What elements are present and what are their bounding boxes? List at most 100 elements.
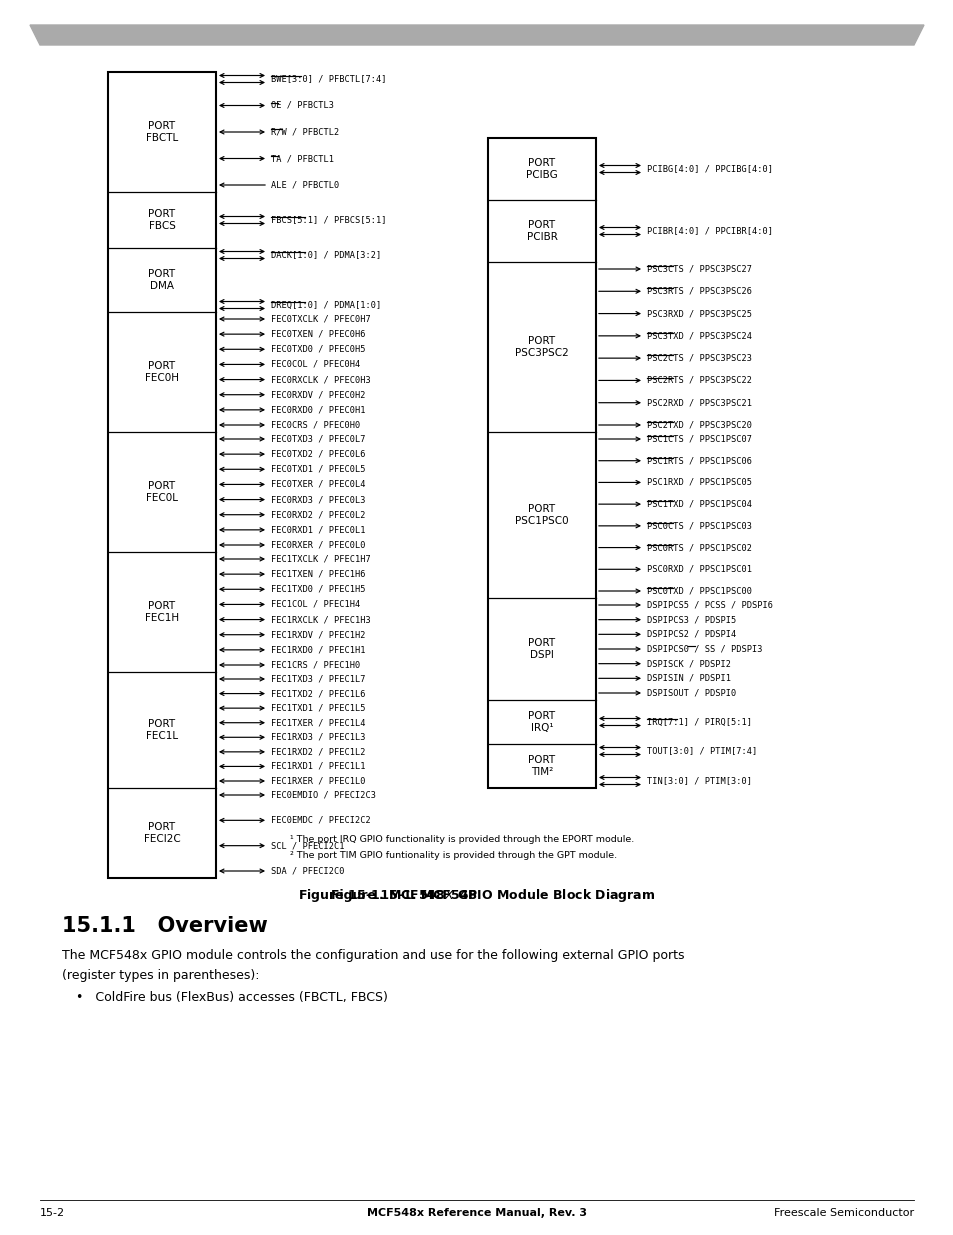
- Text: FEC0EMDIO / PFECI2C3: FEC0EMDIO / PFECI2C3: [271, 790, 375, 799]
- Text: PSC3TXD / PPSC3PSC24: PSC3TXD / PPSC3PSC24: [646, 331, 751, 341]
- Text: PSC3RXD / PPSC3PSC25: PSC3RXD / PPSC3PSC25: [646, 309, 751, 319]
- Text: Figure 15-1. MCF548$\it{X}$ GPIO Module Block Diagram: Figure 15-1. MCF548$\it{X}$ GPIO Module …: [298, 888, 655, 904]
- Text: FEC0RXD3 / PFEC0L3: FEC0RXD3 / PFEC0L3: [271, 495, 365, 504]
- Text: DSPIPCS5 / PCSS / PDSPI6: DSPIPCS5 / PCSS / PDSPI6: [646, 600, 772, 610]
- Text: FEC0RXER / PFEC0L0: FEC0RXER / PFEC0L0: [271, 541, 365, 550]
- Text: DSPIPCS2 / PDSPI4: DSPIPCS2 / PDSPI4: [646, 630, 736, 638]
- Text: DSPIPCS3 / PDSPI5: DSPIPCS3 / PDSPI5: [646, 615, 736, 624]
- Text: FEC0TXER / PFEC0L4: FEC0TXER / PFEC0L4: [271, 480, 365, 489]
- Text: FEC0TXD3 / PFEC0L7: FEC0TXD3 / PFEC0L7: [271, 435, 365, 443]
- Text: FEC0TXD0 / PFEC0H5: FEC0TXD0 / PFEC0H5: [271, 345, 365, 353]
- Text: PORT
DSPI: PORT DSPI: [528, 638, 555, 659]
- Text: TOUT[3:0] / PTIM[7:4]: TOUT[3:0] / PTIM[7:4]: [646, 746, 757, 756]
- Text: BWE[3:0] / PFBCTL[7:4]: BWE[3:0] / PFBCTL[7:4]: [271, 74, 386, 84]
- Bar: [488, 138, 596, 788]
- Text: PSC3RTS / PPSC3PSC26: PSC3RTS / PPSC3PSC26: [646, 287, 751, 296]
- Text: FEC0RXD0 / PFEC0H1: FEC0RXD0 / PFEC0H1: [271, 405, 365, 415]
- Text: PSC3CTS / PPSC3PSC27: PSC3CTS / PPSC3PSC27: [646, 264, 751, 273]
- Text: FEC0EMDC / PFECI2C2: FEC0EMDC / PFECI2C2: [271, 816, 371, 825]
- Text: PSC0RTS / PPSC1PSC02: PSC0RTS / PPSC1PSC02: [646, 543, 751, 552]
- Text: PSC2RXD / PPSC3PSC21: PSC2RXD / PPSC3PSC21: [646, 398, 751, 408]
- Text: SCL / PFECI2C1: SCL / PFECI2C1: [271, 841, 344, 850]
- Text: Freescale Semiconductor: Freescale Semiconductor: [773, 1208, 913, 1218]
- Text: TA / PFBCTL1: TA / PFBCTL1: [271, 154, 334, 163]
- Text: PSC0RXD / PPSC1PSC01: PSC0RXD / PPSC1PSC01: [646, 564, 751, 574]
- Text: DSPIPCS0 / SS / PDSPI3: DSPIPCS0 / SS / PDSPI3: [646, 645, 761, 653]
- Text: PSC2CTS / PPSC3PSC23: PSC2CTS / PPSC3PSC23: [646, 353, 751, 363]
- Text: 15.1.1   Overview: 15.1.1 Overview: [62, 916, 268, 936]
- Text: PORT
PCIBG: PORT PCIBG: [525, 158, 558, 180]
- Text: IRQ[7:1] / PIRQ[5:1]: IRQ[7:1] / PIRQ[5:1]: [646, 718, 751, 726]
- Text: FEC0RXDV / PFEC0H2: FEC0RXDV / PFEC0H2: [271, 390, 365, 399]
- Text: PSC0CTS / PPSC1PSC03: PSC0CTS / PPSC1PSC03: [646, 521, 751, 530]
- Text: The MCF548x GPIO module controls the configuration and use for the following ext: The MCF548x GPIO module controls the con…: [62, 950, 684, 962]
- Text: FEC0RXD2 / PFEC0L2: FEC0RXD2 / PFEC0L2: [271, 510, 365, 519]
- Text: PORT
PSC3PSC2: PORT PSC3PSC2: [515, 336, 568, 358]
- Text: FEC1RXER / PFEC1L0: FEC1RXER / PFEC1L0: [271, 777, 365, 785]
- Text: OE / PFBCTL3: OE / PFBCTL3: [271, 101, 334, 110]
- Text: PSC1TXD / PPSC1PSC04: PSC1TXD / PPSC1PSC04: [646, 500, 751, 509]
- Text: PSC1RTS / PPSC1PSC06: PSC1RTS / PPSC1PSC06: [646, 456, 751, 466]
- Polygon shape: [30, 25, 923, 44]
- Text: PORT
FEC0L: PORT FEC0L: [146, 482, 178, 503]
- Text: FEC1COL / PFEC1H4: FEC1COL / PFEC1H4: [271, 600, 360, 609]
- Text: PSC0TXD / PPSC1PSC00: PSC0TXD / PPSC1PSC00: [646, 587, 751, 595]
- Text: DSPISCK / PDSPI2: DSPISCK / PDSPI2: [646, 659, 730, 668]
- Text: FEC1TXD1 / PFEC1L5: FEC1TXD1 / PFEC1L5: [271, 704, 365, 713]
- Text: FEC1RXD2 / PFEC1L2: FEC1RXD2 / PFEC1L2: [271, 747, 365, 756]
- Text: FEC1TXD0 / PFEC1H5: FEC1TXD0 / PFEC1H5: [271, 585, 365, 594]
- Text: DREQ[1:0] / PDMA[1:0]: DREQ[1:0] / PDMA[1:0]: [271, 300, 381, 310]
- Text: PSC2RTS / PPSC3PSC22: PSC2RTS / PPSC3PSC22: [646, 375, 751, 385]
- Text: FEC1TXCLK / PFEC1H7: FEC1TXCLK / PFEC1H7: [271, 555, 371, 563]
- Bar: [108, 72, 215, 878]
- Text: FEC0TXEN / PFEC0H6: FEC0TXEN / PFEC0H6: [271, 330, 365, 338]
- Text: PORT
DMA: PORT DMA: [149, 269, 175, 290]
- Text: ² The port TIM GPIO funtionality is provided through the GPT module.: ² The port TIM GPIO funtionality is prov…: [290, 851, 617, 861]
- Text: FEC1CRS / PFEC1H0: FEC1CRS / PFEC1H0: [271, 661, 360, 669]
- Text: FEC0CRS / PFEC0H0: FEC0CRS / PFEC0H0: [271, 420, 360, 430]
- Text: PORT
TIM²: PORT TIM²: [528, 755, 555, 777]
- Text: FEC1TXEN / PFEC1H6: FEC1TXEN / PFEC1H6: [271, 569, 365, 579]
- Text: FEC1RXCLK / PFEC1H3: FEC1RXCLK / PFEC1H3: [271, 615, 371, 624]
- Text: PORT
FEC1L: PORT FEC1L: [146, 719, 178, 741]
- Text: FEC1TXD3 / PFEC1L7: FEC1TXD3 / PFEC1L7: [271, 674, 365, 683]
- Text: PORT
PSC1PSC0: PORT PSC1PSC0: [515, 504, 568, 526]
- Text: FEC1RXDV / PFEC1H2: FEC1RXDV / PFEC1H2: [271, 630, 365, 640]
- Text: ALE / PFBCTL0: ALE / PFBCTL0: [271, 180, 339, 189]
- Text: FEC1TXER / PFEC1L4: FEC1TXER / PFEC1L4: [271, 719, 365, 727]
- Text: PCIBG[4:0] / PPCIBG[4:0]: PCIBG[4:0] / PPCIBG[4:0]: [646, 164, 772, 173]
- Text: PSC2TXD / PPSC3PSC20: PSC2TXD / PPSC3PSC20: [646, 420, 751, 430]
- Text: PORT
IRQ¹: PORT IRQ¹: [528, 711, 555, 732]
- Text: FEC1RXD3 / PFEC1L3: FEC1RXD3 / PFEC1L3: [271, 732, 365, 742]
- Text: SDA / PFECI2C0: SDA / PFECI2C0: [271, 867, 344, 876]
- Text: PORT
FECI2C: PORT FECI2C: [144, 823, 180, 844]
- Text: •   ColdFire bus (FlexBus) accesses (FBCTL, FBCS): • ColdFire bus (FlexBus) accesses (FBCTL…: [76, 992, 388, 1004]
- Text: R/W / PFBCTL2: R/W / PFBCTL2: [271, 127, 339, 137]
- Text: PSC1RXD / PPSC1PSC05: PSC1RXD / PPSC1PSC05: [646, 478, 751, 487]
- Text: FEC0TXD1 / PFEC0L5: FEC0TXD1 / PFEC0L5: [271, 464, 365, 474]
- Text: PORT
FBCTL: PORT FBCTL: [146, 121, 178, 143]
- Text: FEC0TXCLK / PFEC0H7: FEC0TXCLK / PFEC0H7: [271, 315, 371, 324]
- Text: Figure 15-1. MCF548: Figure 15-1. MCF548: [331, 889, 476, 903]
- Text: PORT
FEC1H: PORT FEC1H: [145, 601, 179, 622]
- Text: FEC1TXD2 / PFEC1L6: FEC1TXD2 / PFEC1L6: [271, 689, 365, 698]
- Text: DSPISIN / PDSPI1: DSPISIN / PDSPI1: [646, 674, 730, 683]
- Text: ¹ The port IRQ GPIO functionality is provided through the EPORT module.: ¹ The port IRQ GPIO functionality is pro…: [290, 836, 634, 845]
- Text: PCIBR[4:0] / PPCIBR[4:0]: PCIBR[4:0] / PPCIBR[4:0]: [646, 226, 772, 236]
- Text: FBCS[5:1] / PFBCS[5:1]: FBCS[5:1] / PFBCS[5:1]: [271, 215, 386, 225]
- Text: 15-2: 15-2: [40, 1208, 65, 1218]
- Text: DACK[1:0] / PDMA[3:2]: DACK[1:0] / PDMA[3:2]: [271, 251, 381, 259]
- Text: DSPISOUT / PDSPI0: DSPISOUT / PDSPI0: [646, 688, 736, 698]
- Text: PSC1CTS / PPSC1PSC07: PSC1CTS / PPSC1PSC07: [646, 435, 751, 443]
- Text: FEC1RXD0 / PFEC1H1: FEC1RXD0 / PFEC1H1: [271, 646, 365, 655]
- Text: FEC1RXD1 / PFEC1L1: FEC1RXD1 / PFEC1L1: [271, 762, 365, 771]
- Text: FEC0RXD1 / PFEC0L1: FEC0RXD1 / PFEC0L1: [271, 525, 365, 535]
- Text: PORT
FEC0H: PORT FEC0H: [145, 361, 179, 383]
- Text: TIN[3:0] / PTIM[3:0]: TIN[3:0] / PTIM[3:0]: [646, 777, 751, 785]
- Text: FEC0RXCLK / PFEC0H3: FEC0RXCLK / PFEC0H3: [271, 375, 371, 384]
- Text: MCF548x Reference Manual, Rev. 3: MCF548x Reference Manual, Rev. 3: [367, 1208, 586, 1218]
- Text: (register types in parentheses):: (register types in parentheses):: [62, 968, 259, 982]
- Text: FEC0TXD2 / PFEC0L6: FEC0TXD2 / PFEC0L6: [271, 450, 365, 458]
- Text: PORT
PCIBR: PORT PCIBR: [526, 220, 557, 242]
- Text: FEC0COL / PFEC0H4: FEC0COL / PFEC0H4: [271, 359, 360, 369]
